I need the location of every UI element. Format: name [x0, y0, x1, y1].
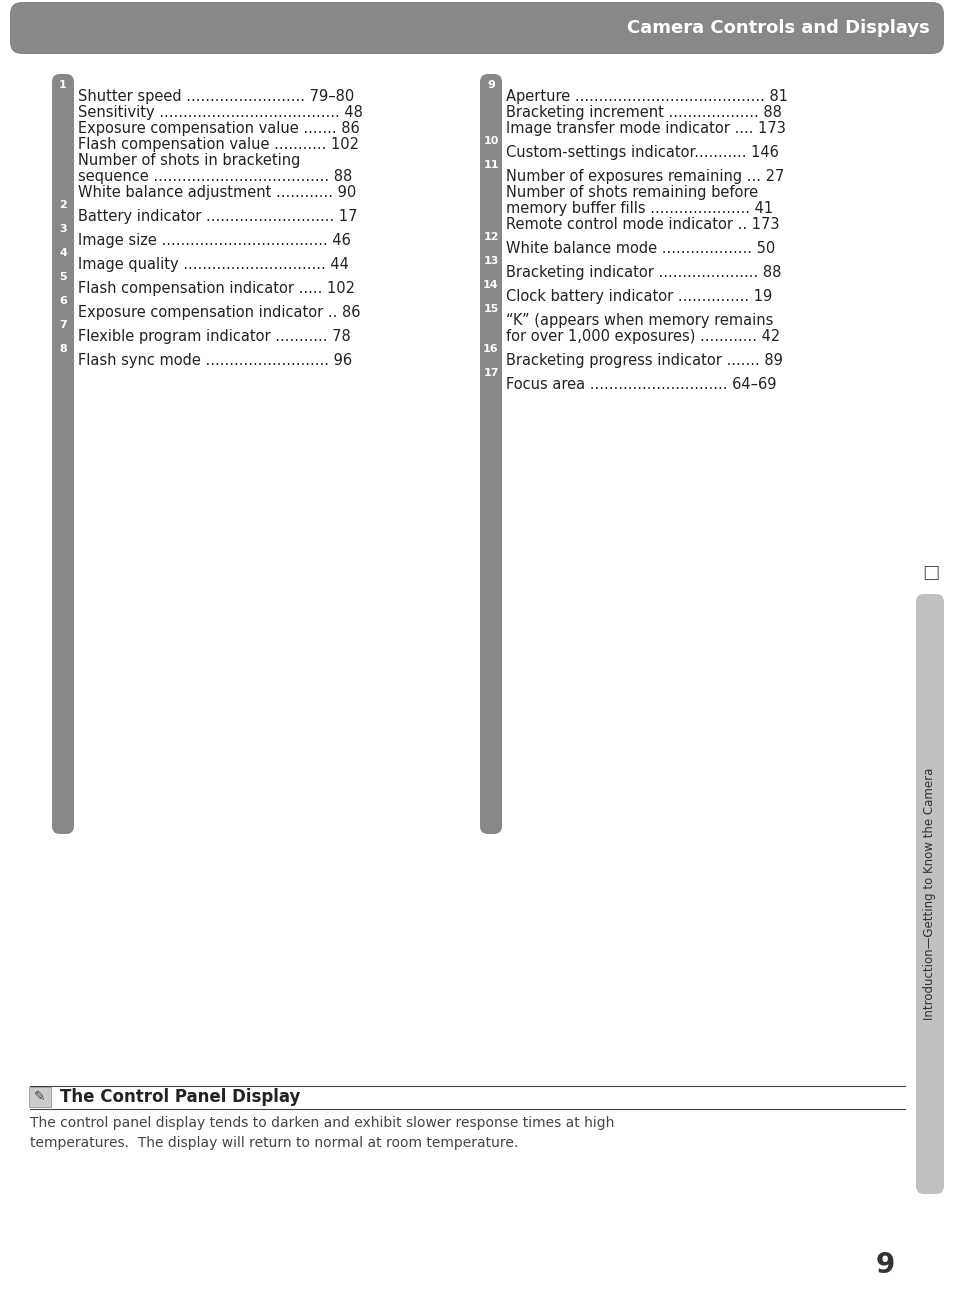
FancyBboxPatch shape — [53, 76, 73, 95]
FancyBboxPatch shape — [480, 276, 500, 294]
Text: Image size ................................... 46: Image size .............................… — [78, 233, 351, 248]
Text: ✎: ✎ — [34, 1091, 46, 1104]
Text: Aperture ........................................ 81: Aperture ...............................… — [505, 89, 787, 104]
FancyBboxPatch shape — [53, 292, 73, 310]
Text: Number of shots remaining before: Number of shots remaining before — [505, 185, 758, 200]
FancyBboxPatch shape — [53, 315, 73, 334]
Text: Image quality .............................. 44: Image quality ..........................… — [78, 258, 349, 272]
Text: The Control Panel Display: The Control Panel Display — [60, 1088, 300, 1106]
Text: Bracketing indicator ..................... 88: Bracketing indicator ...................… — [505, 265, 781, 280]
Text: Exposure compensation indicator .. 86: Exposure compensation indicator .. 86 — [78, 305, 360, 321]
Text: 1: 1 — [59, 80, 67, 89]
FancyBboxPatch shape — [53, 196, 73, 214]
Text: 4: 4 — [59, 248, 67, 258]
Text: White balance mode ................... 50: White balance mode ................... 5… — [505, 240, 775, 256]
Text: Flash compensation indicator ..... 102: Flash compensation indicator ..... 102 — [78, 281, 355, 296]
Text: Camera Controls and Displays: Camera Controls and Displays — [626, 18, 929, 37]
Text: 17: 17 — [483, 368, 498, 378]
Text: 8: 8 — [59, 344, 67, 353]
Text: for over 1,000 exposures) ............ 42: for over 1,000 exposures) ............ 4… — [505, 328, 780, 344]
Text: Flash sync mode .......................... 96: Flash sync mode ........................… — [78, 353, 352, 368]
FancyBboxPatch shape — [480, 300, 500, 318]
Text: 16: 16 — [482, 344, 498, 353]
FancyBboxPatch shape — [53, 340, 73, 357]
Text: 12: 12 — [483, 233, 498, 242]
Text: ☐: ☐ — [922, 565, 939, 583]
FancyBboxPatch shape — [480, 252, 500, 269]
Text: The control panel display tends to darken and exhibit slower response times at h: The control panel display tends to darke… — [30, 1116, 614, 1150]
Text: Battery indicator ........................... 17: Battery indicator ......................… — [78, 209, 357, 223]
Text: 15: 15 — [483, 304, 498, 314]
FancyBboxPatch shape — [915, 594, 943, 1194]
Text: 9: 9 — [487, 80, 495, 89]
FancyBboxPatch shape — [53, 219, 73, 238]
Text: Shutter speed ......................... 79–80: Shutter speed ......................... … — [78, 89, 354, 104]
Text: Number of shots in bracketing: Number of shots in bracketing — [78, 152, 300, 168]
Text: Bracketing increment ................... 88: Bracketing increment ...................… — [505, 105, 781, 120]
Text: 9: 9 — [875, 1251, 894, 1279]
FancyBboxPatch shape — [480, 76, 500, 95]
Text: 11: 11 — [483, 160, 498, 170]
Text: Number of exposures remaining ... 27: Number of exposures remaining ... 27 — [505, 170, 783, 184]
FancyBboxPatch shape — [480, 364, 500, 382]
FancyBboxPatch shape — [53, 244, 73, 261]
FancyBboxPatch shape — [29, 1087, 51, 1106]
Text: 3: 3 — [59, 223, 67, 234]
Text: 2: 2 — [59, 200, 67, 210]
Text: Flash compensation value ........... 102: Flash compensation value ........... 102 — [78, 137, 358, 152]
Text: 7: 7 — [59, 321, 67, 330]
Text: 6: 6 — [59, 296, 67, 306]
Text: Introduction—Getting to Know the Camera: Introduction—Getting to Know the Camera — [923, 767, 936, 1020]
FancyBboxPatch shape — [52, 74, 74, 834]
FancyBboxPatch shape — [480, 156, 500, 173]
Text: White balance adjustment ............ 90: White balance adjustment ............ 90 — [78, 185, 355, 200]
Text: memory buffer fills ..................... 41: memory buffer fills ....................… — [505, 201, 772, 215]
Text: “K” (appears when memory remains: “K” (appears when memory remains — [505, 313, 773, 328]
Text: Flexible program indicator ........... 78: Flexible program indicator ........... 7… — [78, 328, 351, 344]
Text: Remote control mode indicator .. 173: Remote control mode indicator .. 173 — [505, 217, 779, 233]
Text: Clock battery indicator ............... 19: Clock battery indicator ............... … — [505, 289, 771, 304]
Text: Bracketing progress indicator ....... 89: Bracketing progress indicator ....... 89 — [505, 353, 782, 368]
Text: 13: 13 — [483, 256, 498, 265]
FancyBboxPatch shape — [479, 74, 501, 834]
Text: 14: 14 — [482, 280, 498, 290]
FancyBboxPatch shape — [480, 229, 500, 246]
FancyBboxPatch shape — [53, 268, 73, 286]
Text: 10: 10 — [483, 137, 498, 146]
Text: Exposure compensation value ....... 86: Exposure compensation value ....... 86 — [78, 121, 359, 137]
FancyBboxPatch shape — [480, 131, 500, 150]
Text: sequence ..................................... 88: sequence ...............................… — [78, 170, 352, 184]
Text: Image transfer mode indicator .... 173: Image transfer mode indicator .... 173 — [505, 121, 785, 137]
FancyBboxPatch shape — [10, 3, 943, 54]
Text: Focus area ............................. 64–69: Focus area .............................… — [505, 377, 776, 392]
Text: Custom-settings indicator........... 146: Custom-settings indicator........... 146 — [505, 145, 778, 160]
Text: 5: 5 — [59, 272, 67, 283]
Text: Sensitivity ...................................... 48: Sensitivity ............................… — [78, 105, 362, 120]
FancyBboxPatch shape — [480, 340, 500, 357]
